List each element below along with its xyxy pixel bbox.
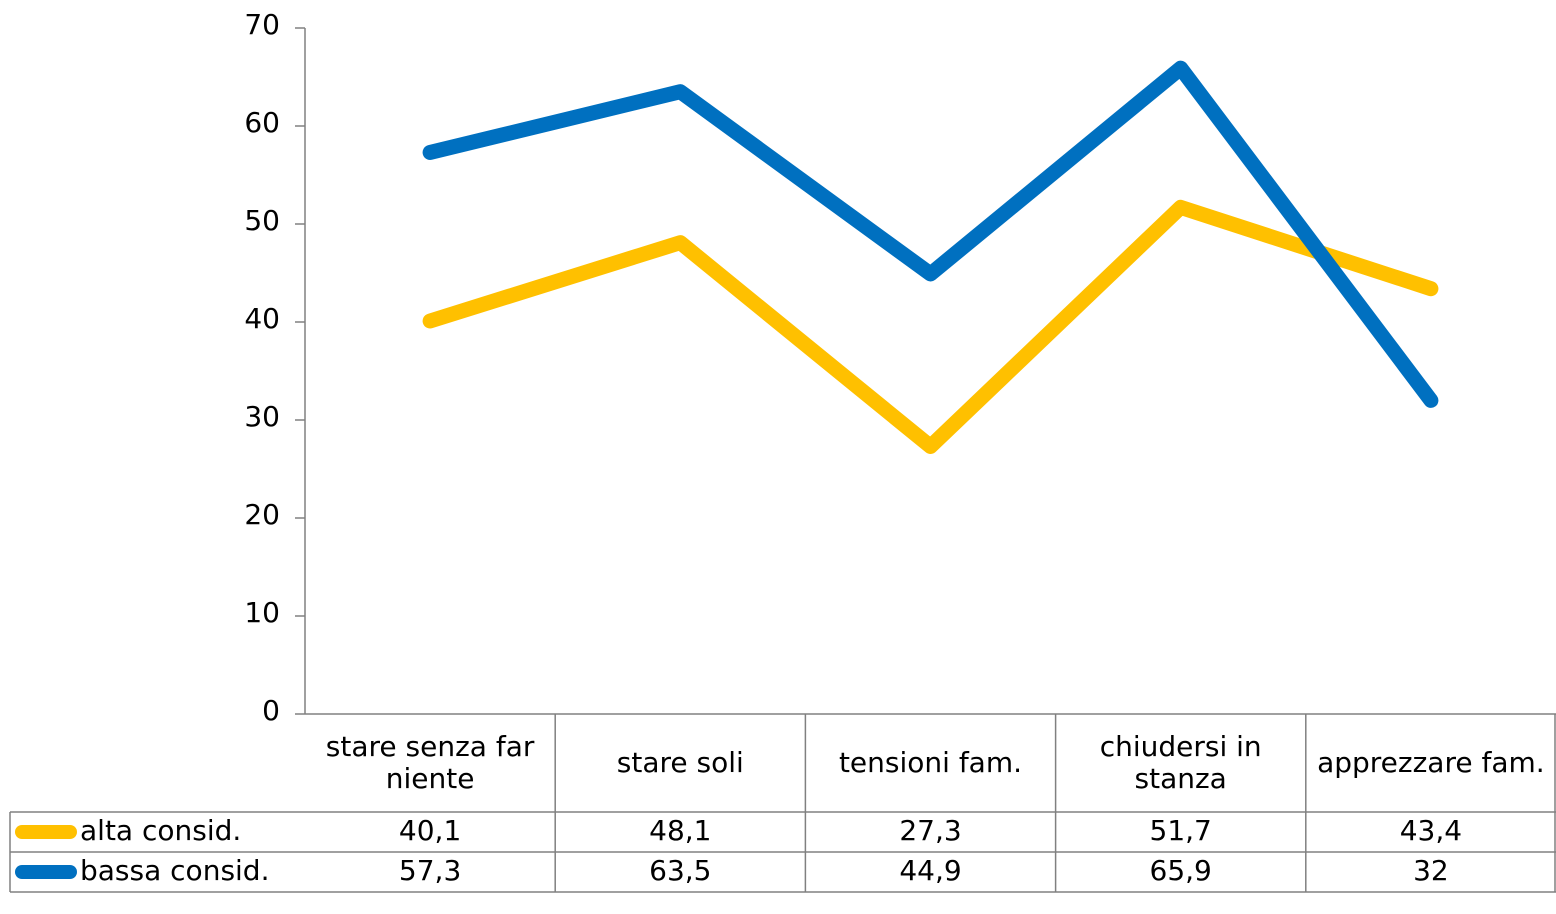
x-tick-label-box: chiudersi in stanza	[1099, 729, 1262, 795]
x-tick-label-box: apprezzare fam.	[1317, 745, 1545, 779]
y-tick-label: 0	[262, 694, 280, 727]
table-value: 43,4	[1400, 814, 1462, 847]
y-tick-label: 60	[244, 106, 280, 139]
table-value: 57,3	[399, 854, 461, 887]
y-tick-label: 30	[244, 400, 280, 433]
table-value: 63,5	[649, 854, 711, 887]
table-value: 48,1	[649, 814, 711, 847]
x-tick-label: stare soli	[616, 745, 744, 779]
x-tick-label-box: stare senza far niente	[325, 729, 535, 795]
x-tick-label: chiudersi in stanza	[1099, 729, 1262, 795]
table-value: 65,9	[1150, 854, 1212, 887]
x-tick-label: stare senza far niente	[325, 729, 535, 795]
x-tick-label: tensioni fam.	[838, 745, 1023, 779]
x-tick-label-box: stare soli	[616, 745, 744, 779]
table-value: 44,9	[899, 854, 961, 887]
y-tick-label: 70	[244, 8, 280, 41]
table-value: 51,7	[1150, 814, 1212, 847]
y-tick-label: 40	[244, 302, 280, 335]
y-tick-label: 10	[244, 596, 280, 629]
table-value: 32	[1413, 854, 1449, 887]
table-value: 27,3	[899, 814, 961, 847]
y-tick-label: 20	[244, 498, 280, 531]
y-tick-label: 50	[244, 204, 280, 237]
x-tick-label: apprezzare fam.	[1317, 745, 1545, 779]
legend-label: bassa consid.	[80, 854, 269, 887]
x-tick-label-box: tensioni fam.	[838, 745, 1023, 779]
series-line	[422, 199, 1439, 454]
legend-label: alta consid.	[80, 814, 241, 847]
table-value: 40,1	[399, 814, 461, 847]
series-line	[422, 60, 1439, 408]
